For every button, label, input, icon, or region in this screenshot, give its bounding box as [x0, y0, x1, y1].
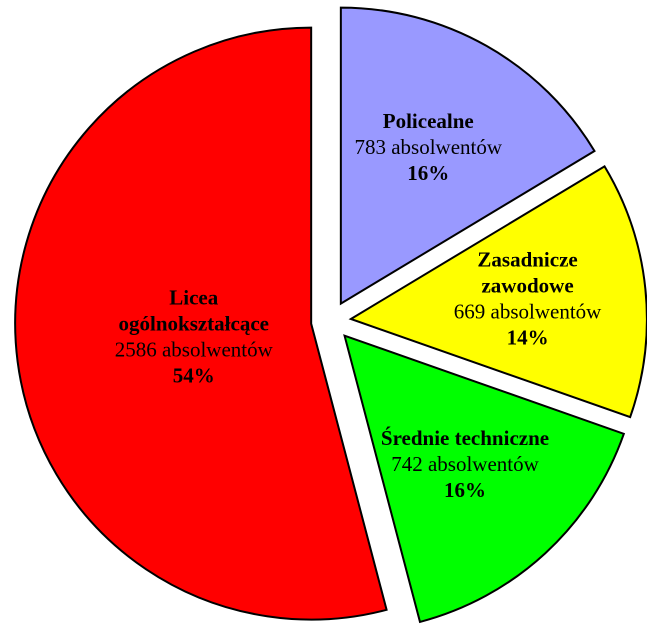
percent-label: 16% [407, 161, 449, 185]
slice-label: Licea [169, 286, 218, 310]
percent-label: 16% [444, 478, 486, 502]
value-label: 783 absolwentów [354, 135, 502, 159]
slice-label: ogólnokształcące [119, 312, 269, 336]
value-label: 2586 absolwentów [115, 338, 274, 362]
slice-label: Policealne [383, 109, 474, 133]
slice-label: Zasadnicze [477, 248, 577, 272]
pie-slice [343, 334, 626, 624]
percent-label: 54% [173, 364, 215, 388]
slice-label: Średnie techniczne [381, 426, 549, 450]
pie-slice [339, 6, 596, 306]
slice-label: zawodowe [481, 274, 573, 298]
value-label: 669 absolwentów [454, 300, 602, 324]
value-label: 742 absolwentów [391, 452, 539, 476]
pie-slice [14, 26, 388, 621]
percent-label: 14% [507, 326, 549, 350]
pie-slice [348, 165, 647, 419]
